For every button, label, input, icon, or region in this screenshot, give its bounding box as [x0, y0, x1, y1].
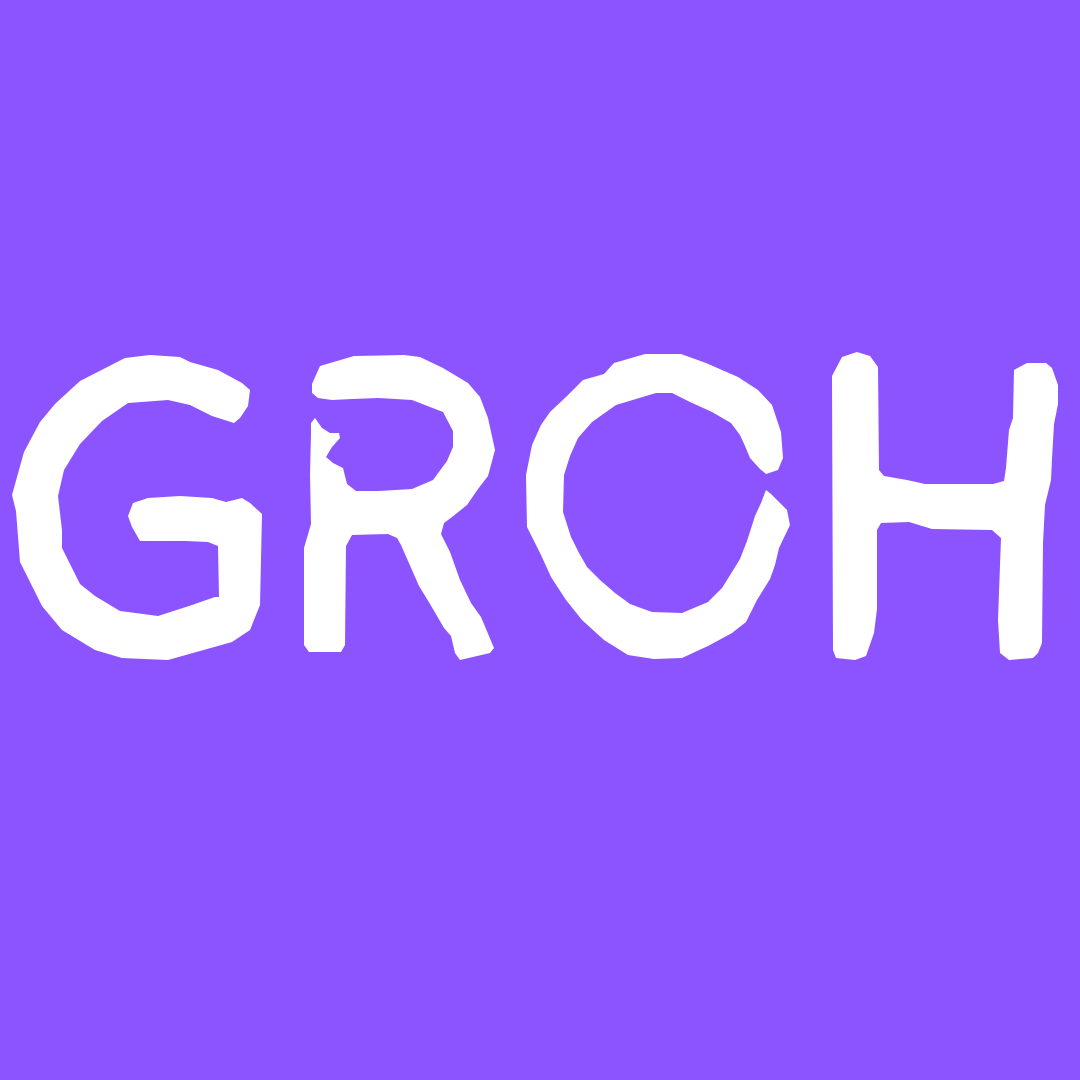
letter-g	[12, 355, 262, 660]
letter-h	[832, 352, 1058, 660]
letter-r	[304, 355, 495, 660]
letter-o	[526, 354, 790, 659]
